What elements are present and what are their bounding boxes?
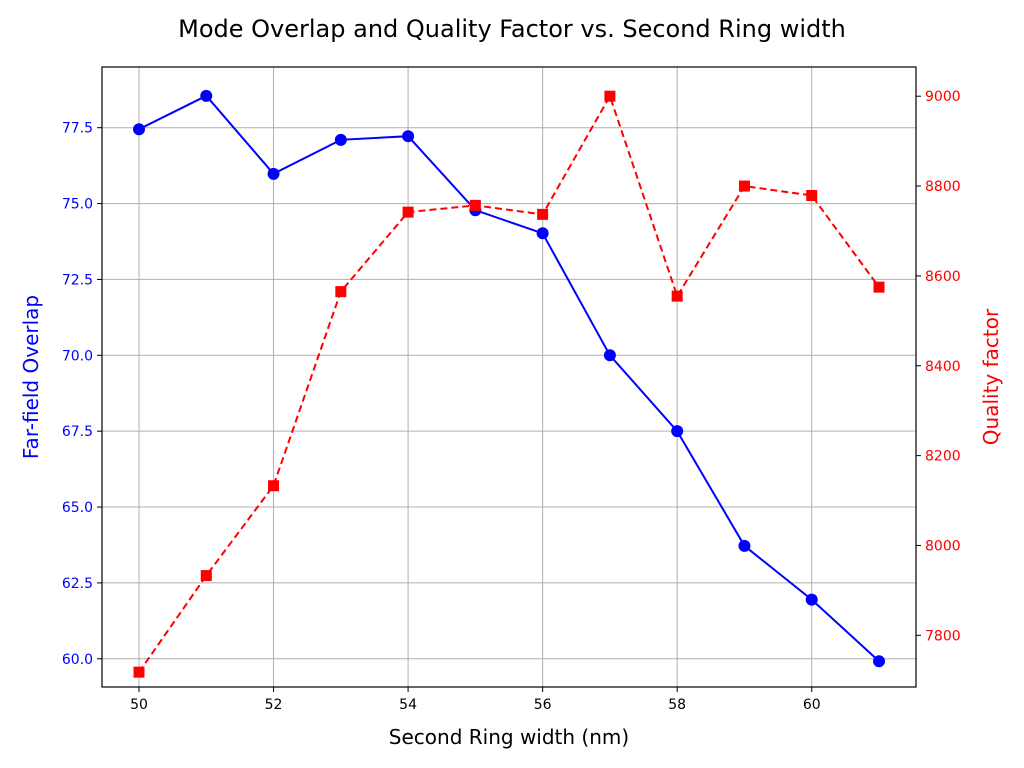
- data-point-right: [671, 290, 683, 302]
- series-line-right: [138, 93, 880, 673]
- data-point-left: [738, 539, 751, 552]
- y-left-tick-label: 62.5: [62, 576, 93, 592]
- data-point-right: [604, 90, 616, 102]
- data-point-right: [738, 180, 750, 192]
- data-point-left: [133, 123, 145, 136]
- data-point-left: [334, 133, 347, 146]
- x-tick-label: 50: [130, 697, 148, 713]
- y-right-tick-label: 8800: [925, 179, 961, 195]
- data-point-left: [805, 593, 818, 606]
- grid: [102, 67, 916, 687]
- chart-title: Mode Overlap and Quality Factor vs. Seco…: [178, 15, 846, 43]
- data-point-left: [671, 425, 684, 438]
- data-point-right: [537, 208, 549, 220]
- data-point-right: [806, 189, 818, 201]
- y-left-tick-label: 75.0: [62, 197, 93, 213]
- data-point-left: [873, 655, 885, 668]
- data-point-left: [536, 227, 549, 240]
- x-axis-label: Second Ring width (nm): [389, 725, 629, 749]
- y-right-tick-label: 8600: [925, 269, 961, 285]
- data-point-left: [267, 167, 280, 180]
- data-point-right: [133, 666, 145, 678]
- plot-frame: [101, 66, 917, 688]
- x-tick-label: 52: [265, 697, 283, 713]
- data-point-right: [402, 206, 414, 218]
- data-point-right: [335, 286, 347, 298]
- x-tick-label: 58: [668, 697, 686, 713]
- y-right-tick-label: 8000: [925, 538, 961, 554]
- data-point-left: [200, 89, 213, 102]
- y-left-tick-label: 60.0: [62, 652, 93, 668]
- y-left-tick-label: 67.5: [62, 424, 93, 440]
- series-layer: [133, 89, 885, 678]
- data-point-left: [603, 349, 616, 362]
- y-left-tick-label: 70.0: [62, 348, 93, 364]
- series-line-left: [138, 94, 880, 662]
- tick-layer: 50 52 54 56 58 60 60.0 62.5 65.0 67.5 70.0 72.5 75.0…: [62, 89, 961, 713]
- data-point-right: [469, 199, 481, 211]
- data-point-right: [873, 281, 885, 293]
- y-axis-right-label: Quality factor: [979, 308, 1003, 445]
- y-axis-left-label: Far-field Overlap: [19, 295, 43, 459]
- y-right-tick-label: 9000: [925, 89, 961, 105]
- y-left-tick-label: 65.0: [62, 500, 93, 516]
- x-tick-label: 54: [399, 697, 417, 713]
- data-point-left: [402, 130, 415, 143]
- y-right-tick-label: 7800: [925, 628, 961, 644]
- y-left-tick-label: 77.5: [62, 121, 93, 137]
- data-point-right: [268, 480, 280, 492]
- y-right-tick-label: 8200: [925, 449, 961, 465]
- x-tick-label: 56: [534, 697, 552, 713]
- data-point-right: [200, 570, 212, 582]
- y-left-tick-label: 72.5: [62, 272, 93, 288]
- x-tick-label: 60: [803, 697, 821, 713]
- y-right-tick-label: 8400: [925, 359, 961, 375]
